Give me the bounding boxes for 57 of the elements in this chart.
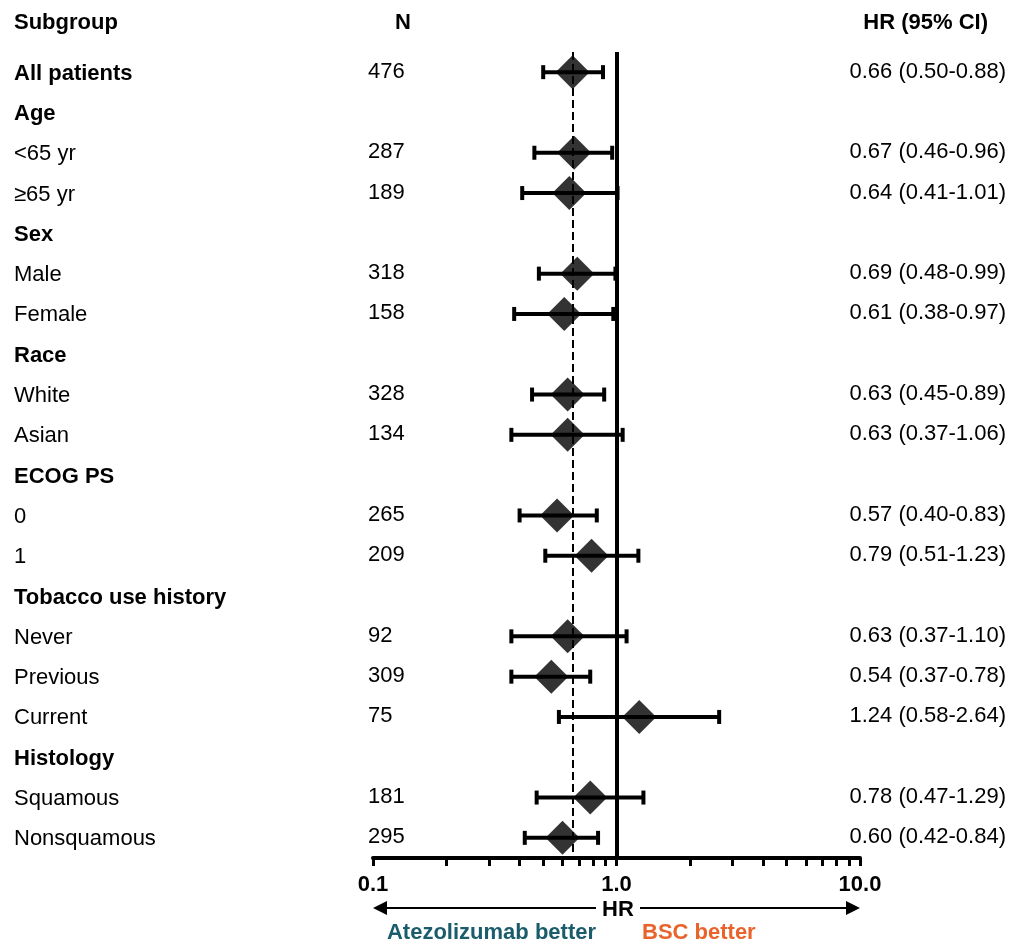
- annotation: 265: [368, 500, 405, 526]
- x-tick-label: 10.0: [838, 870, 882, 896]
- y-tick-label: Nonsquamous: [14, 825, 156, 851]
- text: Subgroup: [14, 8, 118, 34]
- annotation: 476: [368, 57, 405, 83]
- data-label: 0.78 (0.47-1.29): [849, 783, 1006, 809]
- text: Atezolizumab better: [386, 918, 597, 944]
- y-tick-label: Age: [14, 99, 56, 125]
- y-tick-label: Previous: [14, 664, 100, 690]
- y-tick-label: Never: [14, 623, 73, 649]
- annotation: 309: [368, 662, 405, 688]
- y-tick-label: Asian: [14, 422, 70, 448]
- annotation: 318: [368, 259, 405, 285]
- y-tick-label: Race: [14, 341, 67, 367]
- annotation: 181: [368, 783, 405, 809]
- annotation: 295: [368, 823, 405, 849]
- y-tick-label: White: [14, 382, 71, 408]
- y-tick-label: 1: [14, 543, 27, 569]
- data-label: 0.79 (0.51-1.23): [849, 541, 1006, 567]
- annotation: 75: [368, 702, 393, 728]
- x-tick-label: 1.0: [601, 870, 632, 896]
- data-label: 0.67 (0.46-0.96): [849, 138, 1006, 164]
- text: HR (95% CI): [863, 8, 988, 34]
- data-label: 0.63 (0.37-1.10): [849, 621, 1006, 647]
- y-tick-label: 0: [14, 502, 27, 528]
- data-label: 0.63 (0.37-1.06): [849, 420, 1006, 446]
- annotation: 189: [368, 178, 405, 204]
- annotation: 134: [368, 420, 405, 446]
- y-tick-label: Histology: [14, 744, 115, 770]
- y-tick-label: ECOG PS: [14, 462, 115, 488]
- y-tick-label: <65 yr: [14, 140, 76, 166]
- x-tick-label: 0.1: [357, 870, 389, 896]
- annotation: 92: [368, 621, 393, 647]
- y-tick-label: ≥65 yr: [14, 180, 75, 206]
- x-axis-title: HR: [602, 895, 634, 921]
- text: BSC better: [642, 918, 757, 944]
- data-label: 0.64 (0.41-1.01): [849, 178, 1006, 204]
- annotation: 287: [368, 138, 405, 164]
- data-label: 1.24 (0.58-2.64): [849, 702, 1006, 728]
- y-tick-label: Tobacco use history: [14, 583, 228, 609]
- data-label: 0.60 (0.42-0.84): [849, 823, 1006, 849]
- data-label: 0.61 (0.38-0.97): [849, 299, 1006, 325]
- y-tick-label: Squamous: [14, 785, 120, 811]
- data-label: 0.54 (0.37-0.78): [849, 662, 1006, 688]
- data-label: 0.69 (0.48-0.99): [849, 259, 1006, 285]
- text: N: [395, 8, 411, 34]
- annotation: 328: [368, 380, 405, 406]
- y-tick-label: Sex: [14, 220, 54, 246]
- y-tick-label: Male: [14, 261, 62, 287]
- y-tick-label: Female: [14, 301, 88, 327]
- data-label: 0.66 (0.50-0.88): [849, 57, 1006, 83]
- annotation: 209: [368, 541, 405, 567]
- data-label: 0.63 (0.45-0.89): [849, 380, 1006, 406]
- data-label: 0.57 (0.40-0.83): [849, 500, 1006, 526]
- y-tick-label: All patients: [14, 59, 133, 85]
- y-tick-label: Current: [14, 704, 88, 730]
- annotation: 158: [368, 299, 405, 325]
